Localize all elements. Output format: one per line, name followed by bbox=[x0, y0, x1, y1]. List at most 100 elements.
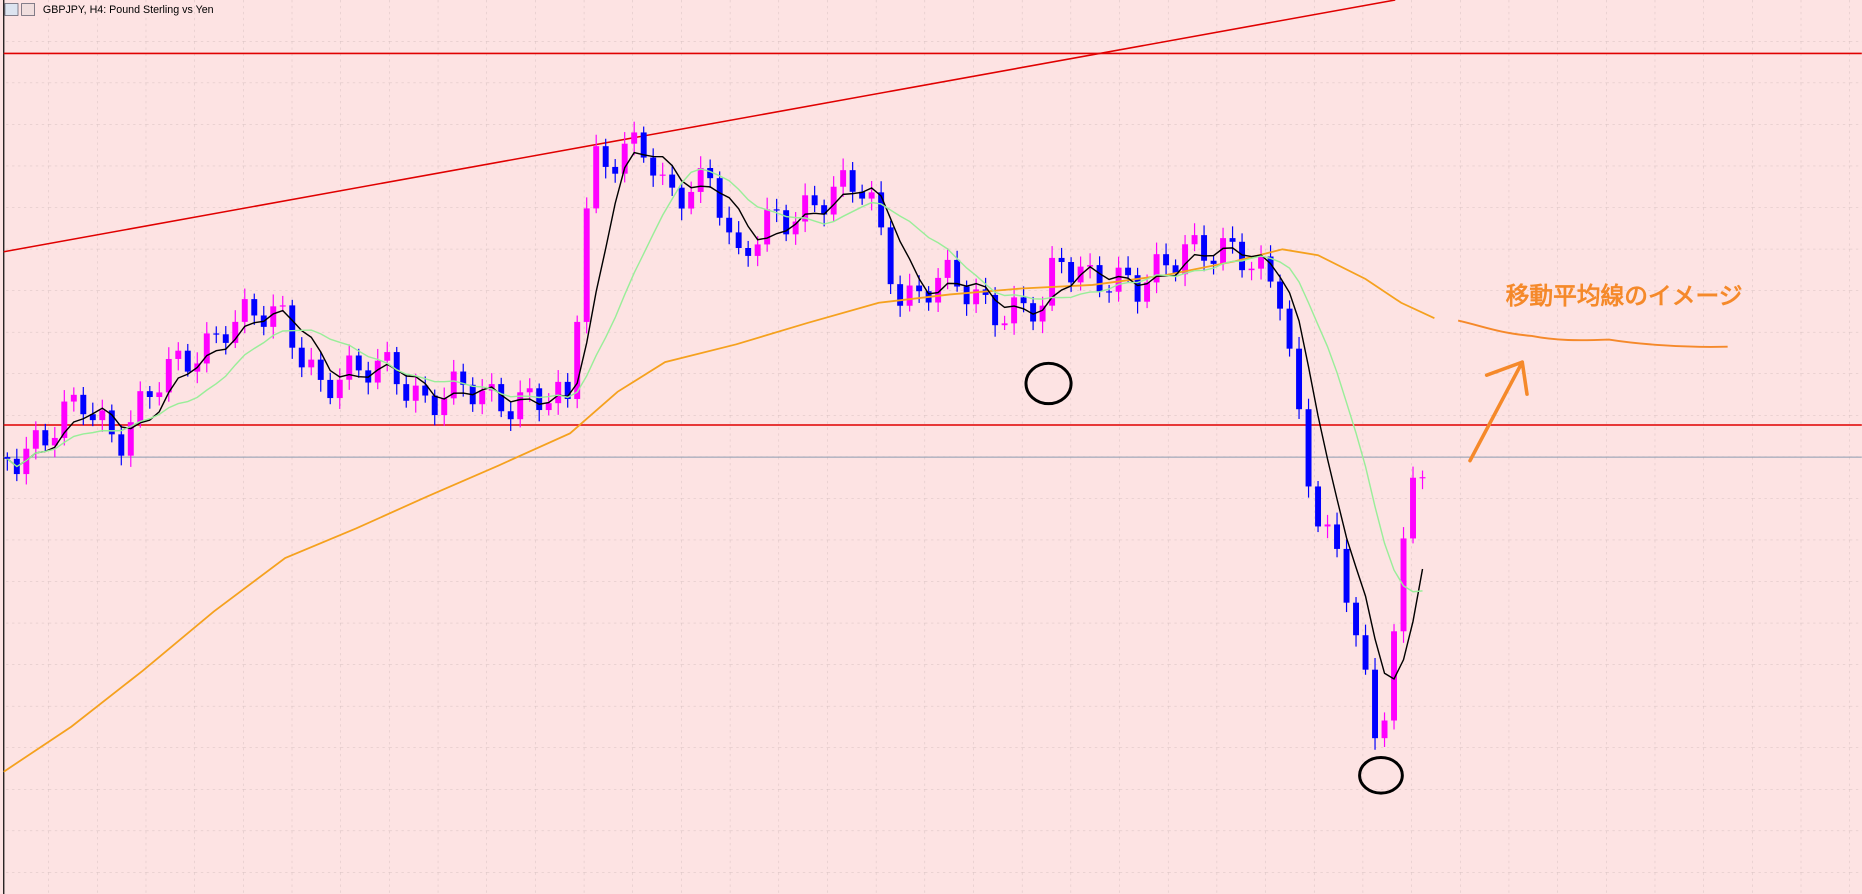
candle-body bbox=[460, 371, 467, 385]
candle-body bbox=[944, 259, 951, 278]
candle-body bbox=[1277, 281, 1284, 309]
candle-body bbox=[327, 379, 334, 399]
candle-body bbox=[1362, 635, 1369, 670]
candle-body bbox=[336, 379, 343, 399]
candle-body bbox=[184, 350, 191, 372]
candle-body bbox=[1210, 260, 1217, 264]
ma-mid bbox=[6, 168, 1423, 593]
candle-body bbox=[393, 352, 400, 385]
candle-body bbox=[1058, 257, 1065, 263]
candle-body bbox=[118, 434, 125, 456]
marker-circle bbox=[1024, 361, 1073, 406]
candle-body bbox=[374, 360, 381, 383]
candle-body bbox=[1258, 256, 1265, 269]
candle-body bbox=[137, 391, 144, 423]
candle-body bbox=[963, 286, 970, 305]
candle-body bbox=[507, 411, 514, 420]
candle-body bbox=[346, 355, 353, 380]
ma-fast bbox=[6, 151, 1424, 680]
candle-body bbox=[1172, 265, 1179, 275]
candle-body bbox=[764, 209, 771, 245]
candle-body bbox=[1125, 267, 1132, 276]
candle-body bbox=[479, 390, 486, 405]
candle-body bbox=[1324, 524, 1331, 527]
candle-body bbox=[23, 448, 30, 475]
candle-body bbox=[1096, 265, 1103, 292]
candle-body bbox=[1315, 486, 1322, 527]
candle-body bbox=[745, 248, 752, 256]
candle-body bbox=[412, 385, 419, 401]
candle-body bbox=[669, 174, 676, 188]
candle-body bbox=[555, 381, 562, 404]
candle-body bbox=[1419, 477, 1426, 479]
candle-body bbox=[317, 359, 324, 380]
candle-body bbox=[526, 388, 533, 393]
candle-body bbox=[213, 333, 220, 335]
candle-body bbox=[308, 359, 315, 368]
candle-body bbox=[1049, 257, 1056, 306]
candle-body bbox=[1087, 265, 1094, 267]
candle-body bbox=[1039, 305, 1046, 322]
candle-body bbox=[716, 178, 723, 218]
candle-body bbox=[621, 143, 628, 174]
candle-body bbox=[726, 217, 733, 233]
candle-body bbox=[992, 294, 999, 326]
candle-body bbox=[1153, 254, 1160, 283]
candle-body bbox=[1030, 303, 1037, 322]
candle-body bbox=[821, 205, 828, 215]
candle-body bbox=[830, 186, 837, 215]
candle-body bbox=[954, 259, 961, 287]
candle-body bbox=[1391, 631, 1397, 721]
candle-body bbox=[773, 209, 780, 211]
candle-body bbox=[431, 395, 438, 416]
candle-body bbox=[897, 284, 904, 306]
candle-body bbox=[802, 195, 809, 222]
candle-body bbox=[1191, 235, 1198, 245]
candle-body bbox=[222, 334, 229, 343]
candle-body bbox=[203, 333, 210, 364]
candle-body bbox=[1020, 297, 1027, 304]
candle-body bbox=[1011, 297, 1018, 324]
candle-body bbox=[659, 174, 666, 176]
candle-body bbox=[1182, 244, 1189, 275]
candle-body bbox=[754, 244, 761, 256]
candle-body bbox=[355, 355, 362, 371]
marker-circle bbox=[1358, 755, 1404, 795]
candle-body bbox=[1134, 275, 1141, 302]
candle-body bbox=[241, 299, 248, 322]
candle-body bbox=[593, 146, 600, 209]
arrow bbox=[1468, 360, 1529, 463]
candle-body bbox=[735, 232, 742, 249]
candle-body bbox=[1144, 282, 1151, 302]
candle-body bbox=[878, 192, 885, 228]
candle-body bbox=[640, 132, 647, 158]
candle-body bbox=[108, 410, 115, 435]
candle-body bbox=[1267, 256, 1274, 282]
candle-body bbox=[849, 170, 856, 192]
candle-body bbox=[868, 192, 875, 199]
candle-body bbox=[935, 277, 942, 303]
candle-body bbox=[973, 289, 980, 305]
candle-body bbox=[450, 371, 457, 399]
candle-body bbox=[165, 358, 172, 393]
candle-body bbox=[1229, 238, 1236, 242]
candle-body bbox=[42, 430, 49, 446]
candle-body bbox=[1163, 254, 1170, 266]
candle-body bbox=[1001, 323, 1008, 326]
candle-body bbox=[298, 347, 305, 368]
candle-body bbox=[545, 403, 552, 411]
window-title: GBPJPY, H4: Pound Sterling vs Yen bbox=[43, 4, 214, 16]
candle-body bbox=[612, 166, 619, 174]
candle-body bbox=[1372, 669, 1378, 739]
candle-body bbox=[384, 352, 391, 361]
grid bbox=[3, 0, 1862, 894]
candle-body bbox=[1334, 524, 1341, 549]
candle-body bbox=[51, 437, 58, 446]
annotation: 移動平均線のイメージ bbox=[1506, 282, 1743, 310]
candle-body bbox=[564, 381, 571, 400]
candle-body bbox=[498, 384, 505, 412]
candle-body bbox=[631, 132, 638, 144]
candle-body bbox=[70, 394, 77, 402]
candle-body bbox=[811, 195, 818, 206]
